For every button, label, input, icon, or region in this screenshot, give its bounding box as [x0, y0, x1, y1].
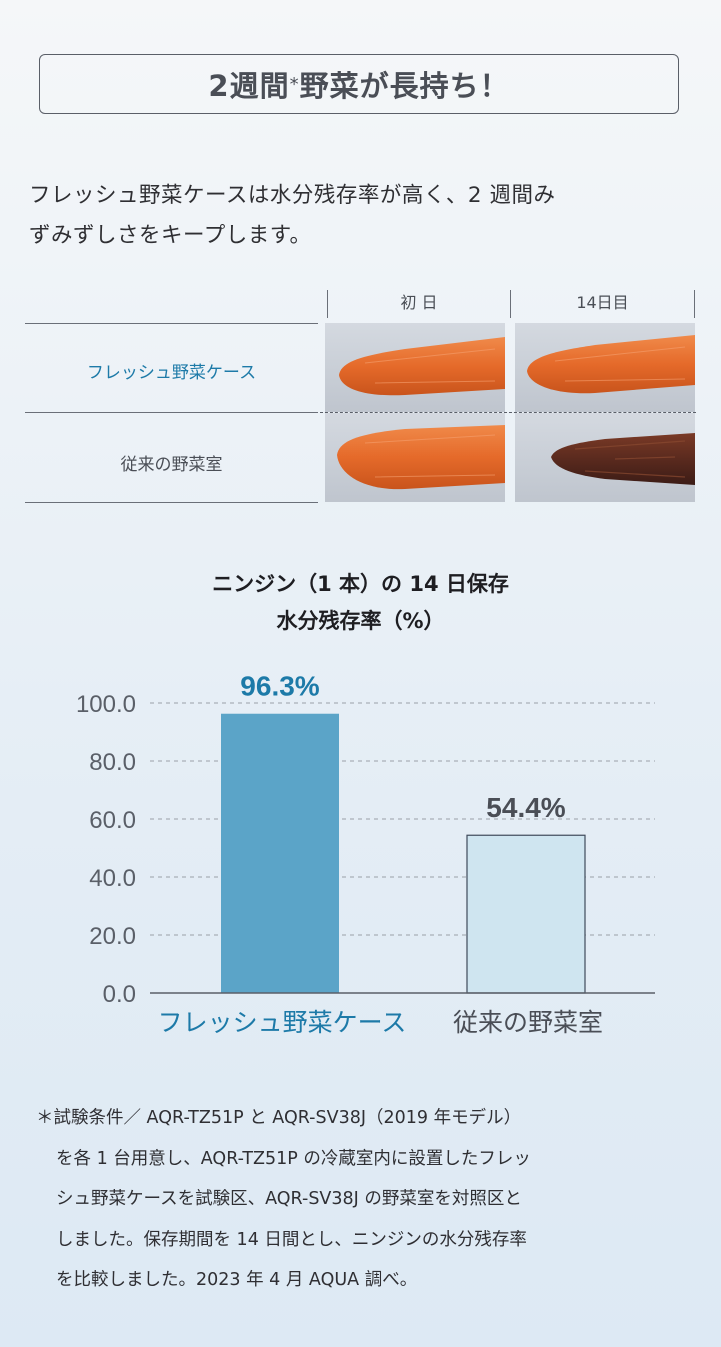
y-tick-label: 60.0 [89, 807, 136, 834]
x-tick-label: フレッシュ野菜ケース [158, 1008, 407, 1037]
table-rule [25, 412, 318, 413]
chart-title-line-1: ニンジン（1 本）の 14 日保存 [212, 572, 509, 596]
intro-text: フレッシュ野菜ケースは水分残存率が高く、2 週間み ずみずしさをキープします。 [29, 176, 699, 256]
row-divider-dashed [320, 412, 696, 413]
table-rule [25, 323, 318, 324]
page-title: 2週間 * 野菜が長持ち！ [39, 54, 679, 114]
footnote-line-5: を比較しました。2023 年 4 月 AQUA 調べ。 [56, 1270, 418, 1290]
y-tick-label: 20.0 [89, 923, 136, 950]
y-tick-label: 100.0 [76, 691, 136, 718]
title-rest: 野菜が長持ち！ [299, 69, 510, 103]
column-divider [510, 290, 511, 318]
carrot-photo-conventional-day1 [325, 413, 505, 502]
bar-conventional [466, 834, 586, 994]
chart-title: ニンジン（1 本）の 14 日保存 水分残存率（%） [0, 566, 721, 640]
column-header-day14: 14日目 [576, 293, 629, 312]
column-header-day1: 初 日 [400, 293, 438, 312]
data-label: 54.4% [486, 792, 565, 823]
footnote-line-2: を各 1 台用意し、AQR-TZ51P の冷蔵室内に設置したフレッ [56, 1148, 531, 1169]
column-divider [327, 290, 328, 318]
chart-title-line-2: 水分残存率（%） [276, 609, 445, 633]
y-tick-label: 0.0 [103, 981, 136, 1008]
carrot-photo-conventional-day14 [515, 413, 695, 502]
moisture-retention-bar-chart: 0.0 20.0 40.0 60.0 80.0 100.0 96.3% フレッシュ野菜ケース 5… [76, 671, 655, 1037]
row-label-conventional: 従来の野菜室 [120, 455, 223, 475]
title-main: 2週間 [208, 69, 290, 103]
title-asterisk: * [289, 73, 300, 95]
row-label-fresh-case: フレッシュ野菜ケース [86, 363, 257, 383]
x-tick-label: 従来の野菜室 [453, 1008, 603, 1037]
footnote: ＊試験条件／ AQR-TZ51P と AQR-SV38J（2019 年モデル） … [36, 1098, 696, 1301]
footnote-line-4: しました。保存期間を 14 日間とし、ニンジンの水分残存率 [56, 1229, 527, 1250]
y-tick-label: 40.0 [89, 865, 136, 892]
carrot-photo-fresh-day14 [515, 323, 695, 412]
intro-line-2: ずみずしさをキープします。 [29, 223, 312, 248]
bar-fresh-case [221, 713, 339, 993]
footnote-line-1: ＊試験条件／ AQR-TZ51P と AQR-SV38J（2019 年モデル） [36, 1108, 522, 1128]
data-label: 96.3% [240, 671, 319, 702]
table-rule [25, 502, 318, 503]
carrot-photo-fresh-day1 [325, 323, 505, 412]
column-divider [694, 290, 695, 318]
y-tick-label: 80.0 [89, 749, 136, 776]
footnote-line-3: シュ野菜ケースを試験区、AQR-SV38J の野菜室を対照区と [56, 1189, 522, 1209]
intro-line-1: フレッシュ野菜ケースは水分残存率が高く、2 週間み [29, 183, 556, 208]
